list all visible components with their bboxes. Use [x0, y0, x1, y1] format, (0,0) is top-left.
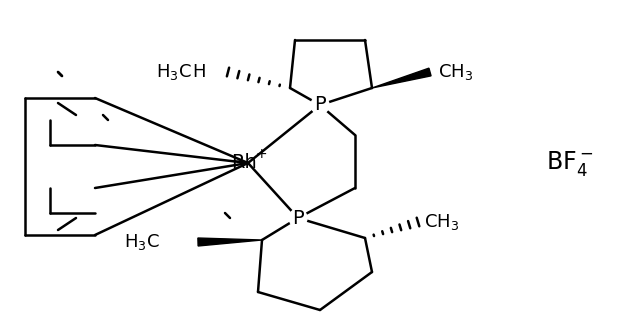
Polygon shape — [198, 238, 262, 246]
Text: P: P — [314, 95, 326, 114]
Text: CH$_3$: CH$_3$ — [424, 212, 460, 232]
Text: Rh: Rh — [231, 153, 257, 173]
Text: H$_3$C: H$_3$C — [124, 232, 160, 252]
Text: H$_3$C: H$_3$C — [156, 62, 192, 82]
Circle shape — [289, 209, 307, 227]
Circle shape — [311, 96, 329, 114]
Polygon shape — [372, 68, 431, 88]
Text: +: + — [255, 147, 267, 161]
Text: BF$_4^-$: BF$_4^-$ — [547, 148, 594, 178]
Text: P: P — [292, 209, 304, 228]
Text: H: H — [192, 63, 205, 81]
Text: CH$_3$: CH$_3$ — [438, 62, 473, 82]
